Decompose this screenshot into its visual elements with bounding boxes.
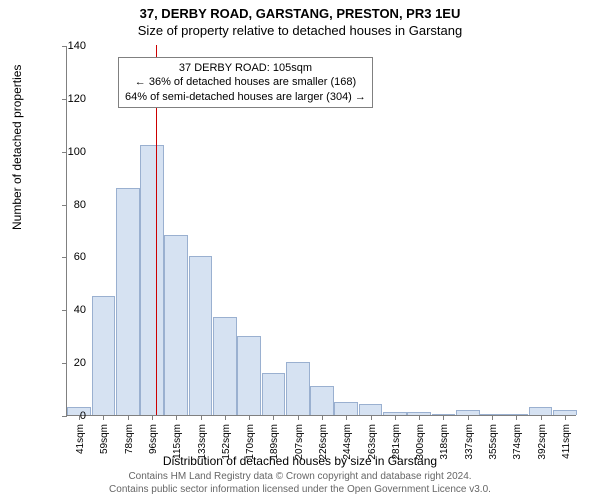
footnote-line-2: Contains public sector information licen… [0,484,600,497]
x-tick-mark [492,415,493,420]
x-tick-mark [419,415,420,420]
x-tick-label: 96sqm [148,424,159,454]
x-tick-mark [225,415,226,420]
x-tick-mark [103,415,104,420]
x-tick-mark [565,415,566,420]
x-tick-mark [443,415,444,420]
x-tick-mark [468,415,469,420]
y-tick-label: 80 [74,199,86,211]
footnote-line-1: Contains HM Land Registry data © Crown c… [0,471,600,484]
x-tick-mark [371,415,372,420]
histogram-bar [359,404,383,415]
x-tick-label: 78sqm [124,424,135,454]
x-tick-mark [201,415,202,420]
x-tick-mark [152,415,153,420]
chart-container: 37, DERBY ROAD, GARSTANG, PRESTON, PR3 1… [0,0,600,500]
y-tick-mark [62,46,67,47]
y-tick-label: 0 [80,410,86,422]
x-tick-label: 59sqm [99,424,110,454]
x-tick-mark [249,415,250,420]
plot-wrap: 41sqm59sqm78sqm96sqm115sqm133sqm152sqm17… [66,46,576,416]
y-axis-label: Number of detached properties [10,65,24,230]
y-tick-label: 40 [74,304,86,316]
x-tick-mark [541,415,542,420]
y-tick-mark [62,416,67,417]
histogram-bar [237,336,261,415]
x-tick-mark [128,415,129,420]
y-tick-mark [62,310,67,311]
y-tick-mark [62,363,67,364]
y-tick-label: 60 [74,251,86,263]
x-tick-mark [346,415,347,420]
x-tick-mark [298,415,299,420]
annotation-box: 37 DERBY ROAD: 105sqm← 36% of detached h… [118,57,373,108]
y-tick-mark [62,257,67,258]
x-tick-mark [322,415,323,420]
x-tick-mark [395,415,396,420]
y-tick-mark [62,99,67,100]
histogram-bar [310,386,334,415]
annotation-line: ← 36% of detached houses are smaller (16… [125,75,366,89]
y-tick-label: 100 [68,146,86,158]
plot-area: 41sqm59sqm78sqm96sqm115sqm133sqm152sqm17… [66,46,576,416]
histogram-bar [92,296,116,415]
x-tick-label: 41sqm [75,424,86,454]
title-address: 37, DERBY ROAD, GARSTANG, PRESTON, PR3 1… [0,0,600,21]
histogram-bar [140,145,164,415]
y-tick-label: 140 [68,40,86,52]
y-tick-mark [62,152,67,153]
y-tick-mark [62,205,67,206]
x-tick-mark [516,415,517,420]
x-tick-mark [273,415,274,420]
histogram-bar [213,317,237,415]
histogram-bar [262,373,286,415]
histogram-bar [164,235,188,415]
histogram-bar [529,407,553,415]
histogram-bar [286,362,310,415]
x-axis-label: Distribution of detached houses by size … [0,454,600,468]
x-tick-mark [176,415,177,420]
title-subtitle: Size of property relative to detached ho… [0,23,600,38]
histogram-bar [116,188,140,415]
footnote: Contains HM Land Registry data © Crown c… [0,471,600,496]
y-tick-label: 120 [68,93,86,105]
annotation-line: 37 DERBY ROAD: 105sqm [125,61,366,75]
annotation-line: 64% of semi-detached houses are larger (… [125,90,366,104]
histogram-bar [189,256,213,415]
histogram-bar [334,402,358,415]
y-tick-label: 20 [74,357,86,369]
